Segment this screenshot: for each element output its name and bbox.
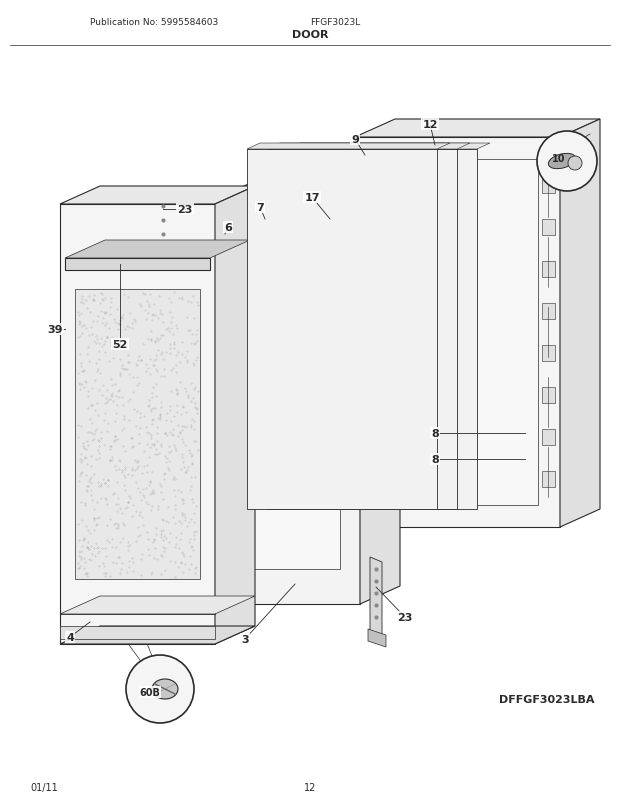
- Polygon shape: [542, 472, 555, 488]
- Polygon shape: [60, 626, 255, 644]
- Polygon shape: [267, 144, 470, 150]
- Text: 7: 7: [256, 203, 264, 213]
- Polygon shape: [267, 150, 457, 509]
- Text: DOOR: DOOR: [292, 30, 328, 40]
- Circle shape: [126, 655, 194, 723]
- Polygon shape: [355, 119, 600, 138]
- Text: 6: 6: [224, 223, 232, 233]
- Text: 12: 12: [422, 119, 438, 130]
- Polygon shape: [157, 195, 169, 285]
- Text: 8: 8: [431, 455, 439, 464]
- Polygon shape: [215, 187, 255, 644]
- Text: 4: 4: [66, 632, 74, 642]
- Polygon shape: [542, 387, 555, 403]
- Polygon shape: [542, 429, 555, 445]
- Polygon shape: [60, 205, 215, 644]
- Text: 39: 39: [47, 325, 63, 334]
- Text: 23: 23: [177, 205, 193, 215]
- Polygon shape: [542, 178, 555, 194]
- Polygon shape: [542, 220, 555, 236]
- Polygon shape: [60, 187, 255, 205]
- Text: 01/11: 01/11: [30, 782, 58, 792]
- Polygon shape: [360, 182, 400, 604]
- Text: 8: 8: [431, 428, 439, 439]
- Polygon shape: [542, 346, 555, 362]
- Text: 12: 12: [304, 782, 316, 792]
- Polygon shape: [215, 182, 400, 200]
- Polygon shape: [215, 200, 360, 604]
- Polygon shape: [287, 144, 490, 150]
- Polygon shape: [287, 150, 477, 509]
- Ellipse shape: [548, 154, 575, 169]
- Text: 9: 9: [351, 135, 359, 145]
- Polygon shape: [65, 259, 210, 270]
- Polygon shape: [368, 630, 386, 647]
- Text: 10: 10: [552, 154, 565, 164]
- Polygon shape: [235, 489, 340, 569]
- Polygon shape: [75, 290, 200, 579]
- Polygon shape: [247, 150, 437, 509]
- Polygon shape: [65, 241, 250, 259]
- Polygon shape: [155, 277, 173, 294]
- Polygon shape: [60, 596, 255, 614]
- Polygon shape: [370, 557, 382, 638]
- Text: FFGF3023L: FFGF3023L: [310, 18, 360, 27]
- Circle shape: [537, 132, 597, 192]
- Text: Publication No: 5995584603: Publication No: 5995584603: [90, 18, 218, 27]
- Text: 3: 3: [241, 634, 249, 644]
- Polygon shape: [377, 160, 538, 505]
- Ellipse shape: [152, 679, 178, 699]
- Text: 52: 52: [112, 339, 128, 350]
- Polygon shape: [60, 626, 215, 639]
- Text: 17: 17: [304, 192, 320, 203]
- Polygon shape: [542, 304, 555, 320]
- Polygon shape: [542, 261, 555, 277]
- Text: DFFGF3023LBA: DFFGF3023LBA: [500, 695, 595, 704]
- Polygon shape: [560, 119, 600, 528]
- Text: 23: 23: [397, 612, 413, 622]
- Polygon shape: [247, 144, 450, 150]
- Polygon shape: [235, 229, 340, 464]
- Text: 60B: 60B: [140, 687, 161, 697]
- Polygon shape: [355, 138, 560, 528]
- Circle shape: [568, 157, 582, 171]
